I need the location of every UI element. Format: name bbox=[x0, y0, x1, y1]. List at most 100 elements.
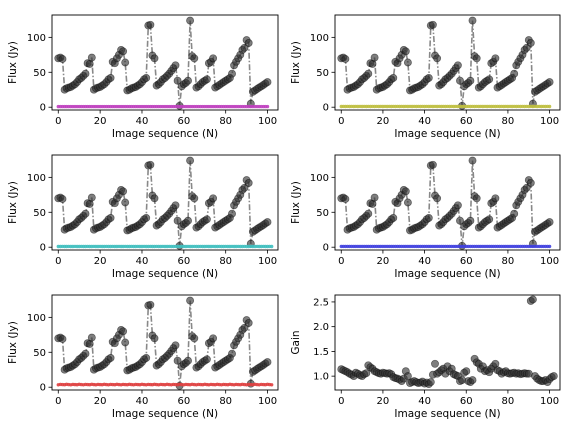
flux-point bbox=[466, 216, 475, 225]
x-axis-label: Image sequence (N) bbox=[394, 128, 500, 140]
flux-point bbox=[186, 296, 195, 305]
flux-point bbox=[106, 213, 115, 222]
x-tick-label: 100 bbox=[258, 116, 277, 127]
plot-area-6 bbox=[337, 295, 558, 389]
gain-point bbox=[528, 295, 537, 304]
plot-area-2 bbox=[337, 16, 554, 110]
flux-point bbox=[209, 54, 218, 63]
flux-point bbox=[403, 198, 412, 207]
x-tick-label: 0 bbox=[55, 116, 61, 127]
flux-point bbox=[142, 73, 151, 82]
flux-point bbox=[433, 54, 442, 63]
flux-point bbox=[456, 76, 464, 85]
x-tick-label: 100 bbox=[540, 396, 559, 407]
x-tick-label: 40 bbox=[136, 116, 149, 127]
flux-point bbox=[58, 335, 67, 343]
y-tick-label: 50 bbox=[33, 348, 46, 359]
flux-point bbox=[526, 38, 535, 47]
x-tick-label: 80 bbox=[502, 116, 515, 127]
gain-point bbox=[403, 372, 412, 381]
flux-point bbox=[433, 194, 442, 203]
reference-point bbox=[547, 244, 552, 249]
plot-area-1 bbox=[54, 16, 272, 110]
x-tick-label: 20 bbox=[94, 116, 107, 127]
flux-point bbox=[106, 73, 115, 82]
subplot-6: 0 20 40 60 80 100 1.0 1.5 2.0 2.5 Image sequence (… bbox=[290, 294, 561, 420]
flux-point bbox=[202, 355, 211, 364]
reference-point bbox=[270, 383, 274, 387]
plot-area-5 bbox=[54, 296, 274, 390]
flux-point bbox=[184, 216, 192, 225]
y-tick-label: 100 bbox=[310, 33, 329, 44]
axes-frame-4 bbox=[334, 154, 561, 251]
flux-point bbox=[121, 198, 130, 207]
subplot-5: 0 20 40 60 80 100 0 50 100 Image sequence (N) Flux… bbox=[7, 294, 279, 420]
y-tick-label: 100 bbox=[27, 173, 46, 184]
gain-point bbox=[426, 378, 435, 387]
flux-point bbox=[119, 47, 128, 56]
gain-point bbox=[468, 376, 477, 385]
flux-point bbox=[81, 349, 90, 358]
x-tick-label: 60 bbox=[177, 116, 190, 127]
flux-point bbox=[186, 156, 195, 165]
y-tick-label: 0 bbox=[40, 243, 46, 254]
flux-point bbox=[491, 194, 500, 203]
flux-point bbox=[81, 209, 90, 218]
flux-point bbox=[142, 353, 151, 362]
y-tick-label: 0 bbox=[40, 103, 46, 114]
subplot-1: 0 20 40 60 80 100 0 50 100 Image sequence (N) Flux… bbox=[7, 14, 279, 140]
y-tick-label: 50 bbox=[316, 68, 329, 79]
x-tick-label: 100 bbox=[540, 116, 559, 127]
y-axis-label: Flux (Jy) bbox=[7, 321, 19, 364]
flux-point bbox=[485, 75, 494, 84]
flux-point bbox=[428, 20, 437, 29]
y-axis-label: Flux (Jy) bbox=[7, 181, 19, 224]
flux-point bbox=[472, 194, 481, 203]
y-tick-label: 2.5 bbox=[313, 297, 329, 308]
x-axis-label: Image sequence (N) bbox=[112, 128, 218, 140]
flux-point bbox=[545, 218, 554, 227]
y-tick-label: 100 bbox=[27, 313, 46, 324]
x-tick-label: 0 bbox=[338, 116, 344, 127]
flux-point bbox=[202, 75, 211, 84]
gain-point bbox=[549, 372, 558, 381]
y-axis-label: Flux (Jy) bbox=[290, 41, 302, 84]
y-tick-label: 1.0 bbox=[313, 372, 329, 383]
flux-point bbox=[150, 194, 159, 203]
flux-point bbox=[190, 54, 199, 63]
x-tick-label: 80 bbox=[219, 396, 232, 407]
x-axis-label: Image sequence (N) bbox=[112, 408, 218, 420]
subplot-2: 0 20 40 60 80 100 0 50 100 Image sequence (N) Flux… bbox=[290, 14, 561, 140]
flux-point bbox=[173, 356, 182, 365]
flux-point bbox=[190, 334, 199, 343]
flux-point bbox=[370, 193, 379, 202]
flux-point bbox=[453, 61, 462, 70]
flux-point bbox=[146, 300, 155, 309]
flux-point bbox=[244, 38, 253, 47]
y-axis-label: Gain bbox=[290, 330, 302, 354]
flux-point bbox=[186, 16, 195, 25]
flux-point bbox=[456, 216, 464, 225]
x-tick-label: 20 bbox=[377, 116, 390, 127]
flux-point bbox=[171, 201, 180, 210]
x-tick-label: 20 bbox=[94, 396, 107, 407]
plot-area-4 bbox=[337, 156, 554, 250]
flux-point bbox=[228, 349, 236, 358]
y-tick-label: 50 bbox=[33, 68, 46, 79]
flux-point bbox=[228, 69, 236, 78]
x-tick-label: 80 bbox=[502, 256, 515, 267]
x-tick-label: 60 bbox=[177, 256, 190, 267]
x-tick-label: 80 bbox=[219, 256, 232, 267]
axes-frame-6 bbox=[334, 294, 561, 391]
flux-point bbox=[401, 187, 410, 196]
flux-point bbox=[150, 54, 159, 63]
y-tick-label: 50 bbox=[33, 208, 46, 219]
x-axis-label: Image sequence (N) bbox=[394, 268, 500, 280]
x-tick-label: 60 bbox=[460, 256, 473, 267]
flux-point bbox=[468, 16, 477, 25]
axes-frame-2 bbox=[334, 14, 561, 111]
flux-point bbox=[119, 327, 128, 336]
flux-point bbox=[150, 334, 159, 343]
flux-point bbox=[146, 160, 155, 169]
